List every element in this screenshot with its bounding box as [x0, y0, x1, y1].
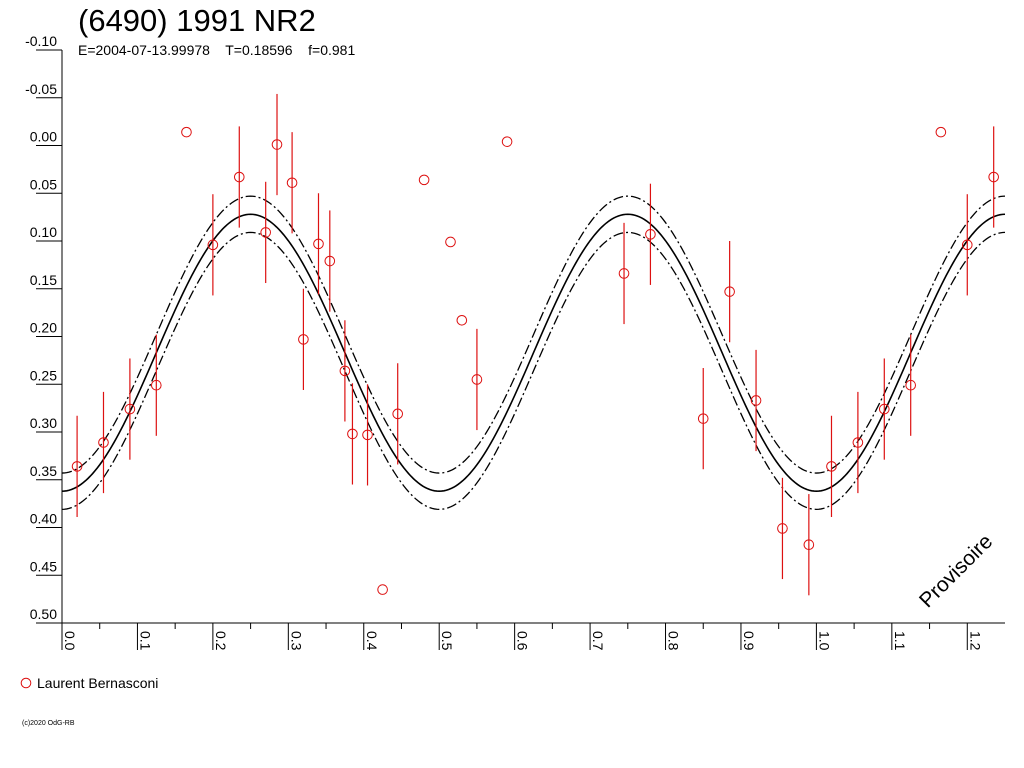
x-tick-label: 0.3 — [288, 631, 304, 651]
data-point — [207, 239, 219, 251]
copyright-note: (c)2020 OdG-RB — [22, 720, 75, 727]
data-point — [151, 379, 162, 391]
data-point — [905, 379, 917, 391]
data-point — [324, 255, 336, 267]
data-point — [392, 408, 404, 420]
data-point — [124, 403, 136, 415]
data-point — [697, 413, 709, 424]
data-point — [445, 236, 456, 248]
y-tick-label: 0.10 — [30, 224, 57, 240]
data-point — [377, 584, 388, 595]
x-tick-label: 0.0 — [62, 631, 78, 651]
legend-label: Laurent Bernasconi — [37, 675, 159, 691]
y-tick-label: 0.30 — [30, 415, 57, 431]
data-point — [471, 374, 483, 385]
data-point — [260, 227, 271, 238]
fit-curve-mean — [61, 213, 1006, 493]
y-tick-label: 0.45 — [30, 558, 57, 574]
data-point — [339, 365, 351, 377]
data-point — [271, 139, 283, 150]
data-point — [618, 268, 630, 279]
y-tick-label: 0.40 — [30, 511, 57, 527]
data-point — [71, 461, 83, 472]
y-tick-label: 0.20 — [30, 320, 57, 336]
x-tick-label: 1.0 — [816, 631, 832, 651]
data-point — [456, 314, 468, 326]
x-tick-label: 0.7 — [590, 631, 606, 651]
x-tick-label: 0.8 — [666, 631, 682, 651]
data-points — [71, 93, 999, 596]
x-tick-label: 0.9 — [741, 631, 757, 651]
chart-axes: -0.10 -0.05 0.00 0.05 0.10 0.15 0.20 0.25 0.30 0.… — [25, 33, 1005, 651]
fit-curve-upper — [61, 195, 1006, 474]
data-point — [852, 437, 864, 448]
data-point — [935, 126, 947, 138]
x-tick-label: 0.1 — [137, 631, 153, 651]
data-point — [645, 229, 656, 240]
data-point — [878, 403, 890, 415]
y-tick-label: -0.10 — [25, 33, 57, 49]
legend: Laurent Bernasconi — [20, 674, 158, 692]
fit-curve-lower — [61, 231, 1006, 511]
data-point — [988, 171, 999, 183]
y-tick-label: 0.15 — [30, 272, 57, 288]
y-tick-label: 0.50 — [30, 606, 57, 622]
y-tick-label: 0.05 — [30, 176, 57, 192]
data-point — [98, 437, 109, 448]
data-point — [501, 136, 513, 147]
data-point — [286, 177, 298, 189]
y-tick-label: 0.25 — [30, 367, 57, 383]
data-point — [803, 539, 815, 550]
y-tick-label: 0.35 — [30, 463, 57, 479]
data-point — [777, 523, 788, 534]
data-point — [298, 334, 309, 345]
x-tick-label: 0.5 — [439, 631, 455, 651]
data-point — [418, 174, 430, 186]
fit-curves — [61, 195, 1006, 511]
data-point — [750, 395, 762, 406]
data-point — [826, 461, 837, 472]
data-point — [961, 239, 973, 251]
y-tick-label: -0.05 — [25, 81, 57, 97]
x-tick-label: 0.2 — [213, 631, 229, 651]
ephemeris-subtitle: E=2004-07-13.99978 T=0.18596 f=0.981 — [78, 42, 356, 58]
x-tick-label: 1.2 — [967, 631, 983, 651]
data-point — [181, 126, 192, 138]
data-point — [724, 286, 735, 297]
x-tick-label: 1.1 — [892, 631, 908, 651]
legend-marker-icon — [20, 677, 32, 689]
data-point — [347, 428, 358, 440]
x-tick-label: 0.6 — [515, 631, 531, 651]
y-tick-label: 0.00 — [30, 129, 57, 145]
chart-title: (6490) 1991 NR2 — [78, 3, 316, 38]
data-point — [313, 238, 324, 250]
x-tick-label: 0.4 — [364, 631, 380, 651]
data-point — [233, 171, 245, 183]
data-point — [362, 429, 373, 441]
